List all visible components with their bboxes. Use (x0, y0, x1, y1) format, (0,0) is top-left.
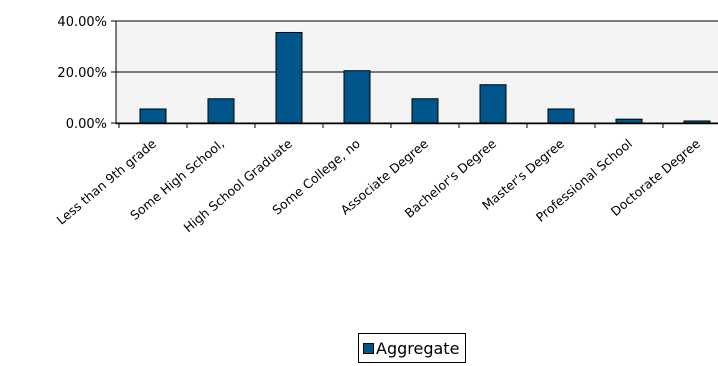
y-tick-label: 0.00% (66, 117, 107, 132)
bar (615, 118, 643, 124)
legend-swatch (363, 342, 374, 354)
bars (139, 31, 711, 124)
bar (343, 70, 371, 124)
bar (479, 84, 507, 124)
bar (683, 120, 711, 124)
bar (275, 31, 303, 124)
legend: Aggregate (358, 333, 467, 363)
bar (547, 108, 575, 124)
legend-label: Aggregate (376, 338, 460, 358)
x-tick-label: High School Graduate (181, 136, 296, 236)
bar (207, 98, 235, 124)
y-tick-label: 20.00% (57, 66, 107, 81)
bar (139, 108, 167, 124)
bar (411, 98, 439, 124)
y-tick-label: 40.00% (57, 15, 107, 30)
y-tick-labels: 0.00% 20.00% 40.00% (57, 15, 107, 132)
axes (111, 20, 718, 128)
